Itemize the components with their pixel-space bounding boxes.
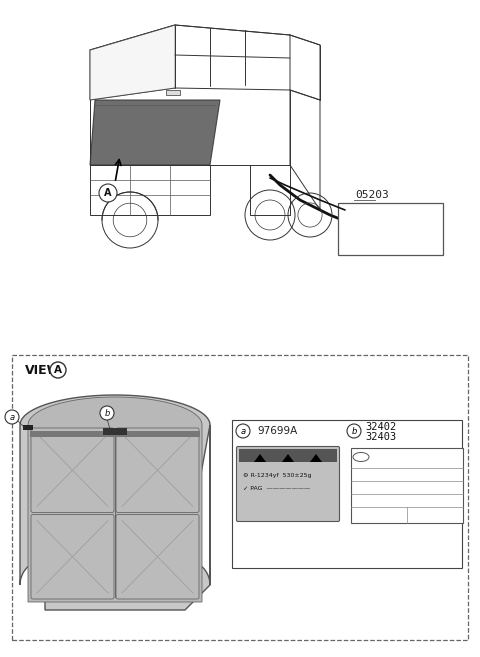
Polygon shape [28,397,202,602]
Bar [338,203,443,255]
Polygon shape [20,395,210,610]
FancyBboxPatch shape [31,428,114,512]
FancyBboxPatch shape [31,514,114,599]
Text: b: b [104,409,110,417]
Circle shape [5,410,19,424]
Polygon shape [166,90,180,95]
Bar [103,428,127,435]
Text: 97699A: 97699A [257,426,297,436]
FancyBboxPatch shape [237,447,339,522]
Bar [232,420,462,568]
Bar [30,431,200,437]
Ellipse shape [353,453,369,461]
FancyBboxPatch shape [116,428,199,512]
FancyBboxPatch shape [116,514,199,599]
Polygon shape [254,454,266,462]
Circle shape [99,184,117,202]
Text: 32403: 32403 [365,432,396,442]
Text: VIEW: VIEW [25,363,61,376]
Polygon shape [90,100,220,165]
Text: a: a [10,413,14,422]
Text: ⚙ R-1234yf  530±25g: ⚙ R-1234yf 530±25g [243,474,312,478]
Text: A: A [104,188,112,198]
Text: a: a [240,426,246,436]
Text: 05203: 05203 [355,190,389,200]
Bar [351,448,463,523]
Circle shape [50,362,66,378]
Polygon shape [90,25,175,100]
Text: b: b [351,426,357,436]
Polygon shape [282,454,294,462]
Circle shape [236,424,250,438]
Text: ✓ PAG  ———————: ✓ PAG ——————— [243,486,310,491]
Circle shape [100,406,114,420]
Text: 32402: 32402 [365,422,396,432]
Bar [239,449,337,462]
Text: A: A [54,365,62,375]
Circle shape [347,424,361,438]
Polygon shape [310,454,322,462]
Bar [12,355,468,640]
Bar [23,425,33,430]
